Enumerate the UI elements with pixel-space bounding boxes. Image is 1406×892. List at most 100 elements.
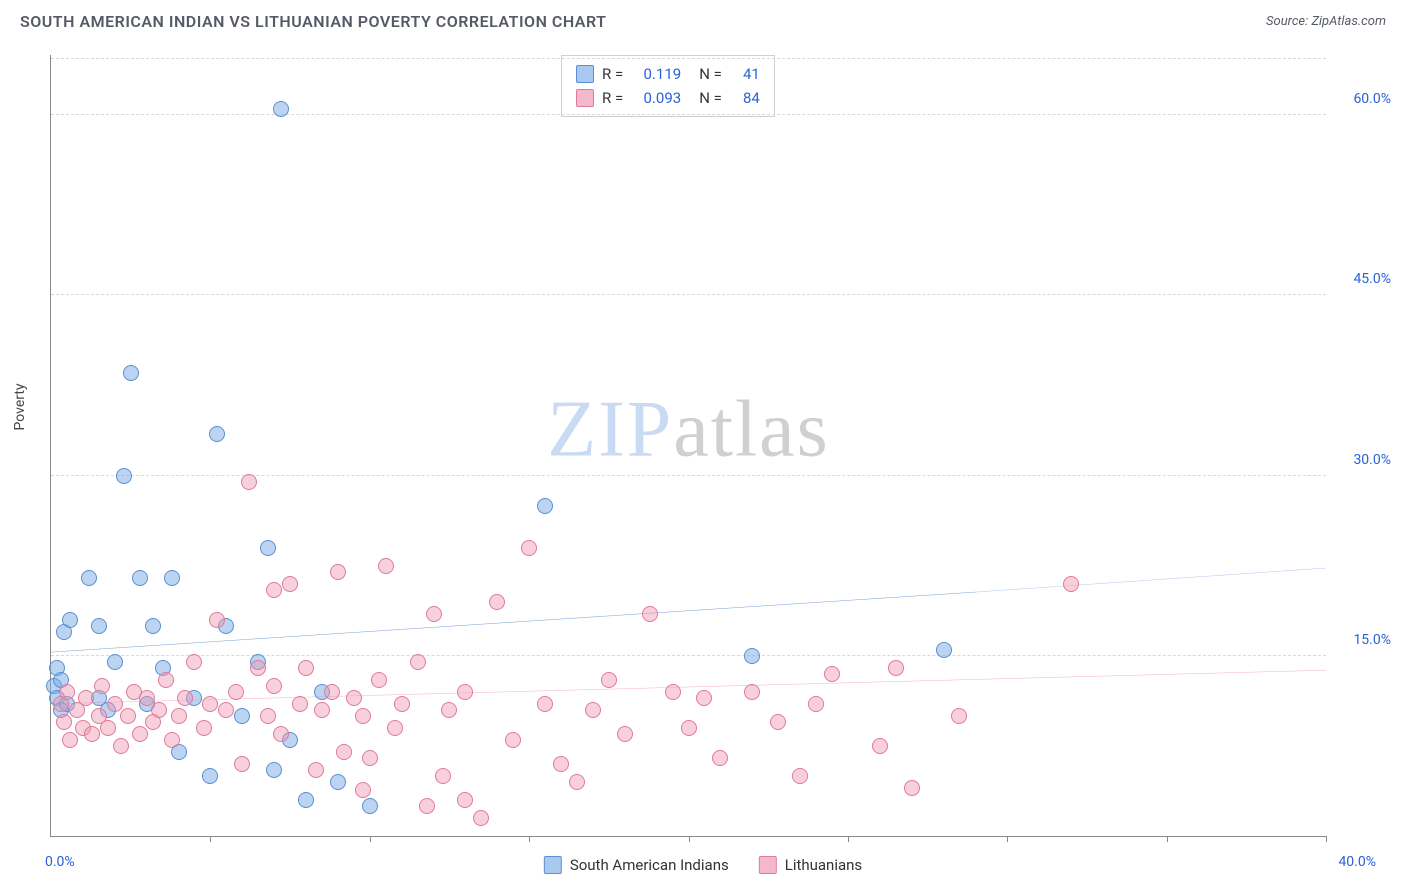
scatter-point-sai [145,618,161,634]
scatter-point-lith [120,708,136,724]
stats-legend-box: R =0.119N =41R = 0.093 N = 84 [561,55,775,117]
r-value: 0.093 [631,86,681,110]
scatter-point-lith [371,672,387,688]
legend-label: Lithuanians [785,856,862,874]
scatter-point-lith [298,660,314,676]
scatter-point-lith [362,750,378,766]
scatter-point-sai [62,612,78,628]
scatter-point-lith [282,576,298,592]
scatter-point-lith [330,564,346,580]
scatter-point-lith [56,714,72,730]
bottom-legend: South American Indians Lithuanians [544,856,862,874]
scatter-point-lith [177,690,193,706]
x-tick [1167,836,1168,842]
scatter-point-lith [744,684,760,700]
scatter-point-lith [489,594,505,610]
grid-line [51,58,1326,59]
scatter-point-lith [266,582,282,598]
scatter-point-sai [936,642,952,658]
r-label: R = [602,62,623,86]
scatter-point-lith [59,684,75,700]
n-value: 84 [730,86,760,110]
scatter-point-sai [298,792,314,808]
scatter-point-sai [123,365,139,381]
r-label: R = [602,86,623,110]
trend-line-sai [51,592,975,652]
scatter-point-sai [537,498,553,514]
stats-row-sai: R =0.119N =41 [576,62,760,86]
scatter-point-lith [951,708,967,724]
scatter-point-lith [292,696,308,712]
scatter-point-lith [139,690,155,706]
scatter-point-sai [234,708,250,724]
scatter-point-lith [62,732,78,748]
grid-line [51,294,1326,295]
y-tick-label: 45.0% [1336,271,1391,287]
swatch-lith-icon [576,89,594,107]
scatter-point-sai [81,570,97,586]
scatter-point-lith [355,708,371,724]
stats-row-lith: R = 0.093 N = 84 [576,86,760,110]
scatter-point-sai [132,570,148,586]
scatter-point-lith [1063,576,1079,592]
watermark: ZIPatlas [547,384,830,475]
scatter-point-lith [585,702,601,718]
scatter-point-lith [355,782,371,798]
scatter-point-lith [378,558,394,574]
scatter-point-lith [521,540,537,556]
x-tick [210,836,211,842]
scatter-point-lith [336,744,352,760]
scatter-point-lith [441,702,457,718]
x-tick [529,836,530,842]
scatter-point-lith [505,732,521,748]
scatter-point-sai [91,618,107,634]
legend-swatch-lith-icon [759,856,777,874]
scatter-point-lith [234,756,250,772]
scatter-point-sai [273,101,289,117]
scatter-point-sai [330,774,346,790]
legend-label: South American Indians [570,856,729,874]
chart-plot-area: ZIPatlas R =0.119N =41R =0.093N =84 15.0… [50,55,1326,837]
scatter-point-sai [744,648,760,664]
scatter-point-lith [394,696,410,712]
scatter-point-lith [712,750,728,766]
scatter-point-lith [260,708,276,724]
legend-item-sai: South American Indians [544,856,729,874]
scatter-point-lith [553,756,569,772]
scatter-point-lith [158,672,174,688]
scatter-point-lith [601,672,617,688]
source-text: Source: ZipAtlas.com [1266,14,1386,29]
x-tick [848,836,849,842]
scatter-point-lith [419,798,435,814]
scatter-point-lith [457,792,473,808]
scatter-point-lith [872,738,888,754]
scatter-point-lith [113,738,129,754]
swatch-sai-icon [576,65,594,83]
x-tick [1326,836,1327,842]
scatter-point-lith [537,696,553,712]
scatter-point-lith [94,678,110,694]
scatter-point-sai [116,468,132,484]
scatter-point-lith [164,732,180,748]
scatter-point-lith [792,768,808,784]
y-tick-label: 60.0% [1336,91,1391,107]
scatter-point-lith [171,708,187,724]
legend-swatch-sai-icon [544,856,562,874]
x-tick [1007,836,1008,842]
scatter-point-lith [904,780,920,796]
scatter-point-lith [241,474,257,490]
x-axis-max-label: 40.0% [1338,854,1376,870]
scatter-point-lith [132,726,148,742]
scatter-point-lith [435,768,451,784]
scatter-point-lith [426,606,442,622]
grid-line [51,655,1326,656]
scatter-point-lith [642,606,658,622]
y-tick-label: 15.0% [1336,632,1391,648]
n-label: N = [699,86,722,110]
n-label: N = [699,62,722,86]
scatter-point-lith [196,720,212,736]
scatter-point-lith [107,696,123,712]
scatter-point-lith [250,660,266,676]
grid-line [51,114,1326,115]
scatter-point-lith [78,690,94,706]
